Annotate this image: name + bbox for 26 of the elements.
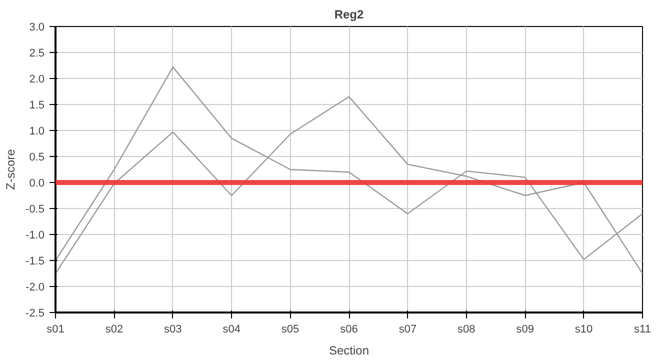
y-tick-label: 2.0 (29, 74, 45, 86)
x-tick-label: s06 (340, 324, 358, 336)
y-tick-label: 1.0 (29, 126, 45, 138)
y-tick-label: -1.0 (26, 230, 45, 242)
x-tick-label: s11 (634, 324, 651, 336)
x-axis-title: Section (328, 344, 370, 358)
x-tick-label: s02 (105, 324, 124, 336)
x-tick-label: s04 (222, 324, 240, 336)
x-tick-label: s10 (574, 324, 593, 336)
y-tick-label: -0.5 (26, 204, 45, 216)
y-axis-title: Z-score (4, 148, 18, 190)
x-tick-label: s03 (164, 324, 182, 336)
x-tick-label: s07 (398, 324, 417, 336)
x-tick-label: s01 (46, 324, 64, 336)
y-tick-label: -1.5 (26, 256, 45, 268)
y-tick-label: -2.5 (26, 308, 45, 320)
y-tick-label: 0.5 (29, 152, 45, 164)
x-tick-label: s09 (516, 324, 534, 336)
y-tick-label: 3.0 (29, 22, 45, 34)
y-tick-label: -2.0 (26, 282, 45, 294)
y-tick-label: 2.5 (29, 48, 45, 60)
x-tick-label: s08 (458, 324, 476, 336)
y-tick-label: 0.0 (29, 178, 45, 190)
chart-title: Reg2 (334, 8, 364, 22)
y-tick-label: 1.5 (29, 100, 45, 112)
x-tick-label: s05 (281, 324, 300, 336)
